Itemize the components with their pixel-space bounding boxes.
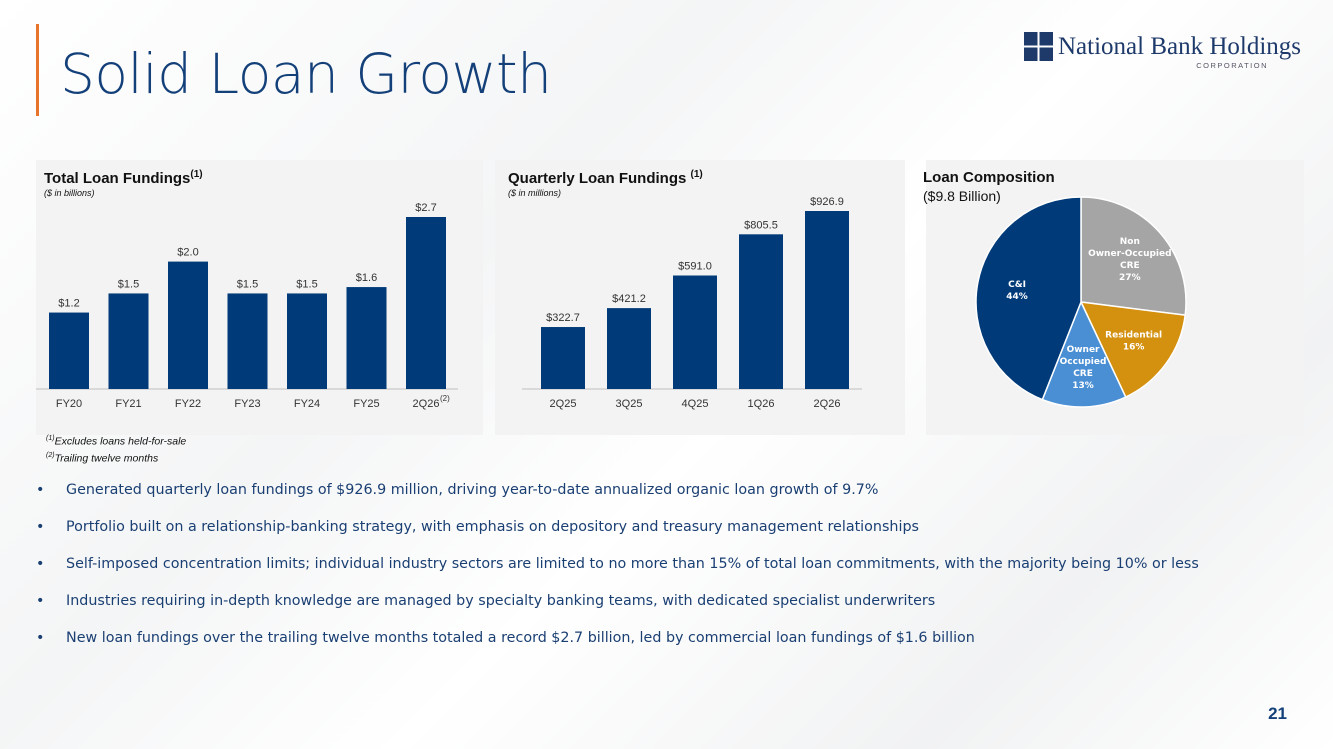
bar xyxy=(108,293,149,389)
x-tick-label: 2Q26 xyxy=(413,398,440,410)
slice-label: CRE xyxy=(1073,369,1093,379)
bar-value-label: $805.5 xyxy=(744,219,778,231)
footnote-marker: (1) xyxy=(46,435,55,442)
slice-percent-label: 27% xyxy=(1119,273,1141,283)
bar xyxy=(805,211,849,389)
bar xyxy=(673,275,717,389)
bar xyxy=(49,312,89,389)
bar-value-label: $1.5 xyxy=(237,278,258,290)
pie-slice xyxy=(975,196,1082,401)
x-tick-label: FY22 xyxy=(175,398,201,410)
slice-label: Occupied xyxy=(1060,357,1107,367)
slice-label: C&I xyxy=(1008,280,1026,290)
logo-subtitle: CORPORATION xyxy=(1196,61,1268,70)
panel-title: Total Loan Fundings(1) xyxy=(44,169,203,187)
footnote-1: (1)Excludes loans held-for-sale xyxy=(46,435,186,448)
panel-title-text: Quarterly Loan Fundings xyxy=(508,170,691,187)
bar xyxy=(227,293,268,389)
bar xyxy=(406,217,446,389)
pie-slice xyxy=(1041,300,1127,408)
footnote-text: Trailing twelve months xyxy=(54,452,159,465)
x-tick-label: 2Q25 xyxy=(550,398,577,410)
bullet-item: Portfolio built on a relationship-bankin… xyxy=(36,519,1306,556)
x-tick-label: FY24 xyxy=(294,398,320,410)
panel-title-text: Total Loan Fundings xyxy=(44,170,191,187)
slice-label: Owner xyxy=(1067,345,1100,355)
bar-value-label: $1.6 xyxy=(356,272,377,284)
panel-title: Loan Composition xyxy=(923,169,1055,186)
page-title: Solid Loan Growth xyxy=(60,42,552,106)
bar-value-label: $1.2 xyxy=(58,298,79,310)
quarterly-loan-fundings-chart: $322.7 2Q25 $421.2 3Q25 $591.0 4Q25 $805.5 1Q26… xyxy=(522,196,862,410)
panel-title: Quarterly Loan Fundings (1) xyxy=(508,169,703,187)
bar xyxy=(739,234,783,389)
bar-value-label: $591.0 xyxy=(678,261,712,273)
bar xyxy=(287,293,327,389)
bullet-item: Industries requiring in-depth knowledge … xyxy=(36,593,1306,630)
footnote-marker: (2) xyxy=(440,394,450,403)
bar-value-label: $322.7 xyxy=(546,312,580,324)
bullet-item: New loan fundings over the trailing twel… xyxy=(36,630,1306,667)
panel-unit-note: ($ in billions) xyxy=(44,188,95,198)
bar-value-label: $1.5 xyxy=(118,278,139,290)
pie-slice xyxy=(1080,196,1187,316)
pie-slice xyxy=(1079,301,1187,399)
panel-unit-note: ($ in millions) xyxy=(508,188,562,198)
loan-composition-pie-chart: Non Owner-Occupied CRE 27% Residential 16% Own… xyxy=(975,196,1187,408)
bar xyxy=(168,261,208,389)
slice-percent-label: 13% xyxy=(1072,381,1094,391)
bullet-item: Self-imposed concentration limits; indiv… xyxy=(36,556,1306,593)
quarterly-loan-fundings-panel: Quarterly Loan Fundings (1) ($ in millio… xyxy=(495,160,905,435)
bullet-item: Generated quarterly loan fundings of $92… xyxy=(36,482,1306,519)
x-tick-label: FY23 xyxy=(234,398,260,410)
company-logo: National Bank Holdings CORPORATION xyxy=(1024,32,1301,72)
x-tick-label: 4Q25 xyxy=(682,398,709,410)
x-tick-label: FY20 xyxy=(56,398,82,410)
total-loan-fundings-chart: $1.2 FY20 $1.5 FY21 $2.0 FY22 $1.5 FY23 $1.5 FY24… xyxy=(36,202,458,410)
slice-label: CRE xyxy=(1120,261,1140,271)
bar-value-label: $926.9 xyxy=(810,196,844,208)
footnote-marker: (1) xyxy=(190,169,203,180)
bar-value-label: $2.0 xyxy=(177,247,198,259)
footnote-marker: (1) xyxy=(690,169,703,180)
bar-value-label: $2.7 xyxy=(415,202,436,214)
slice-percent-label: 16% xyxy=(1123,342,1145,352)
footnote-text: Excludes loans held-for-sale xyxy=(54,435,187,448)
panel-subtitle: ($9.8 Billion) xyxy=(923,188,1001,204)
slice-label: Non xyxy=(1120,237,1140,247)
slice-label: Owner-Occupied xyxy=(1088,249,1171,259)
x-tick-label: 2Q26 xyxy=(814,398,841,410)
bar xyxy=(607,308,651,389)
total-loan-fundings-panel: Total Loan Fundings(1) ($ in billions) $… xyxy=(36,160,483,435)
bar xyxy=(346,287,387,389)
slice-label: Residential xyxy=(1105,330,1162,340)
title-accent-bar xyxy=(36,24,39,116)
x-tick-label: 1Q26 xyxy=(748,398,775,410)
logo-name: National Bank Holdings xyxy=(1058,33,1302,60)
slice-percent-label: 44% xyxy=(1006,292,1028,302)
x-tick-label: 3Q25 xyxy=(616,398,643,410)
x-tick-label: FY25 xyxy=(353,398,379,410)
loan-composition-panel: Loan Composition ($9.8 Billion) Non Owner… xyxy=(923,160,1304,435)
footnote-marker: (2) xyxy=(46,452,55,459)
page-number: 21 xyxy=(1268,704,1287,723)
bar-value-label: $421.2 xyxy=(612,293,646,305)
bar-value-label: $1.5 xyxy=(296,278,317,290)
bar xyxy=(541,327,585,389)
footnote-2: (2)Trailing twelve months xyxy=(46,452,158,465)
x-tick-label: FY21 xyxy=(115,398,141,410)
bullet-list: Generated quarterly loan fundings of $92… xyxy=(36,482,1306,667)
four-squares-logo-mark-icon xyxy=(1024,32,1053,61)
